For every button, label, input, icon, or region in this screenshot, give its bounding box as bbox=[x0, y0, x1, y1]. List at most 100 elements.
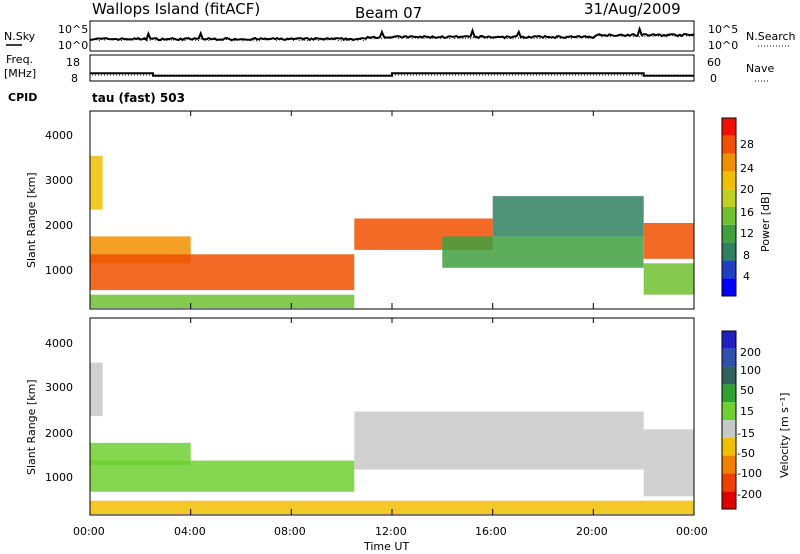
noise-left-tick-low: 10^0 bbox=[58, 39, 88, 52]
power-ylabel: Slant Range [km] bbox=[25, 172, 38, 268]
power-ytick-3000: 3000 bbox=[45, 174, 73, 187]
velocity-colorbar-label: Velocity [m s⁻¹] bbox=[778, 393, 791, 478]
velocity-colorbar-ticks: 200 100 50 15 -15 -50 -100 -200 bbox=[737, 346, 762, 501]
noise-search-label: N.Search bbox=[746, 30, 796, 43]
time-axis-labels: 00:00 04:00 08:00 12:00 16:00 20:00 00:0… bbox=[73, 525, 708, 538]
power-ytick-1000: 1000 bbox=[45, 264, 73, 277]
power-cbar-tick-20: 20 bbox=[740, 183, 754, 196]
power-region-8 bbox=[643, 263, 694, 295]
velocity-heatmap bbox=[90, 362, 694, 515]
noise-right-tick-low: 10^0 bbox=[708, 39, 738, 52]
freq-right-tick-high: 60 bbox=[707, 56, 721, 69]
velocity-region-4 bbox=[354, 411, 644, 470]
power-colorbar-swatch-6 bbox=[722, 171, 736, 190]
time-axis-label: Time UT bbox=[363, 540, 409, 553]
power-region-3 bbox=[90, 294, 355, 309]
velocity-colorbar-swatch-7 bbox=[722, 366, 736, 385]
freq-panel-frame bbox=[89, 54, 695, 82]
velocity-ylabel: Slant Range [km] bbox=[25, 379, 38, 475]
velocity-colorbar-swatch-8 bbox=[722, 348, 736, 367]
velocity-cbar-tick-50: 50 bbox=[740, 384, 754, 397]
power-colorbar-swatch-4 bbox=[722, 207, 736, 225]
velocity-region-3 bbox=[90, 500, 694, 515]
power-region-0 bbox=[90, 155, 103, 210]
noise-sky-label: N.Sky bbox=[4, 30, 36, 43]
velocity-colorbar-swatch-4 bbox=[722, 420, 736, 438]
power-colorbar-swatch-9 bbox=[722, 118, 736, 136]
velocity-cbar-tick-15: 15 bbox=[740, 405, 754, 418]
velocity-ytick-2000: 2000 bbox=[45, 427, 73, 440]
time-tick-3: 12:00 bbox=[375, 525, 407, 538]
freq-label-top: Freq. bbox=[6, 53, 33, 66]
power-cbar-tick-8: 8 bbox=[743, 249, 750, 262]
velocity-region-5 bbox=[643, 429, 694, 497]
freq-left-tick-low: 8 bbox=[71, 72, 78, 85]
velocity-cbar-tick-neg100: -100 bbox=[737, 467, 762, 480]
velocity-cbar-tick-200: 200 bbox=[740, 346, 761, 359]
date-title: 31/Aug/2009 bbox=[584, 0, 681, 18]
power-colorbar-swatch-1 bbox=[722, 260, 736, 279]
time-tick-5: 20:00 bbox=[576, 525, 608, 538]
noise-right-tick-high: 10^5 bbox=[708, 23, 738, 36]
power-colorbar-swatch-0 bbox=[722, 278, 736, 296]
power-cbar-tick-24: 24 bbox=[740, 162, 754, 175]
velocity-cbar-tick-neg200: -200 bbox=[737, 488, 762, 501]
power-colorbar-swatch-7 bbox=[722, 153, 736, 172]
velocity-region-0 bbox=[90, 362, 103, 417]
power-cbar-tick-28: 28 bbox=[740, 138, 754, 151]
power-region-7 bbox=[643, 223, 694, 259]
velocity-cbar-tick-100: 100 bbox=[740, 364, 761, 377]
velocity-colorbar-swatch-0 bbox=[722, 491, 736, 509]
velocity-cbar-tick-neg15: -15 bbox=[737, 427, 755, 440]
power-colorbar-swatch-5 bbox=[722, 189, 736, 207]
velocity-ytick-1000: 1000 bbox=[45, 471, 73, 484]
power-colorbar-swatch-2 bbox=[722, 242, 736, 261]
power-heatmap bbox=[90, 155, 694, 309]
power-region-6 bbox=[492, 196, 644, 237]
noise-left-tick-high: 10^5 bbox=[58, 23, 88, 36]
freq-left-tick-high: 18 bbox=[66, 56, 80, 69]
time-axis-ticks bbox=[89, 111, 695, 515]
velocity-region-1 bbox=[90, 442, 191, 466]
power-colorbar-swatch-8 bbox=[722, 135, 736, 154]
power-cbar-tick-16: 16 bbox=[740, 206, 754, 219]
velocity-colorbar-swatch-6 bbox=[722, 384, 736, 403]
velocity-colorbar-swatch-2 bbox=[722, 455, 736, 474]
noise-search-trace bbox=[89, 34, 695, 42]
cpid-label: CPID bbox=[8, 91, 37, 104]
velocity-colorbar-swatch-5 bbox=[722, 402, 736, 420]
velocity-colorbar-swatch-9 bbox=[722, 331, 736, 349]
freq-right-tick-low: 0 bbox=[710, 72, 717, 85]
time-tick-2: 08:00 bbox=[274, 525, 306, 538]
nave-label: Nave bbox=[746, 62, 774, 75]
station-title: Wallops Island (fitACF) bbox=[92, 0, 260, 18]
noise-panel-frame bbox=[89, 20, 695, 52]
power-colorbar bbox=[721, 117, 737, 297]
velocity-region-2 bbox=[90, 460, 355, 492]
noise-sky-trace bbox=[89, 25, 695, 42]
power-yticks: 4000 3000 2000 1000 bbox=[45, 129, 73, 277]
power-cbar-tick-4: 4 bbox=[743, 270, 750, 283]
freq-label-bottom: [MHz] bbox=[4, 67, 36, 80]
power-ytick-2000: 2000 bbox=[45, 219, 73, 232]
velocity-colorbar-frame bbox=[721, 330, 737, 510]
velocity-yticks: 4000 3000 2000 1000 bbox=[45, 337, 73, 484]
power-region-2 bbox=[90, 254, 355, 291]
time-tick-0: 00:00 bbox=[73, 525, 105, 538]
velocity-colorbar-swatch-3 bbox=[722, 437, 736, 456]
velocity-ytick-4000: 4000 bbox=[45, 337, 73, 350]
power-colorbar-swatch-3 bbox=[722, 224, 736, 243]
time-tick-6: 00:00 bbox=[676, 525, 708, 538]
cpid-value: tau (fast) 503 bbox=[92, 91, 185, 105]
power-cbar-tick-12: 12 bbox=[740, 227, 754, 240]
velocity-ytick-3000: 3000 bbox=[45, 381, 73, 394]
velocity-colorbar-swatch-1 bbox=[722, 473, 736, 492]
velocity-cbar-tick-neg50: -50 bbox=[737, 447, 755, 460]
time-tick-1: 04:00 bbox=[174, 525, 206, 538]
velocity-colorbar bbox=[721, 330, 737, 510]
power-region-5 bbox=[442, 236, 644, 268]
power-ytick-4000: 4000 bbox=[45, 129, 73, 142]
power-colorbar-frame bbox=[721, 117, 737, 297]
time-tick-4: 16:00 bbox=[475, 525, 507, 538]
